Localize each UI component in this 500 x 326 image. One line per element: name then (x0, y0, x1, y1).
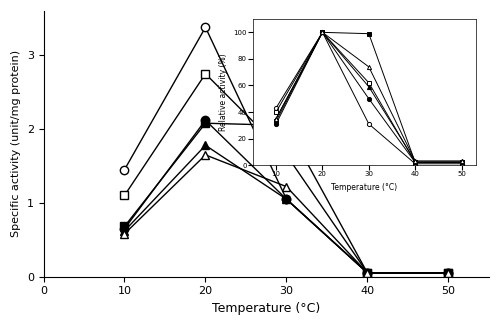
Y-axis label: Specific activity (unit/mg protein): Specific activity (unit/mg protein) (11, 50, 21, 237)
X-axis label: Temperature (°C): Temperature (°C) (212, 302, 320, 315)
